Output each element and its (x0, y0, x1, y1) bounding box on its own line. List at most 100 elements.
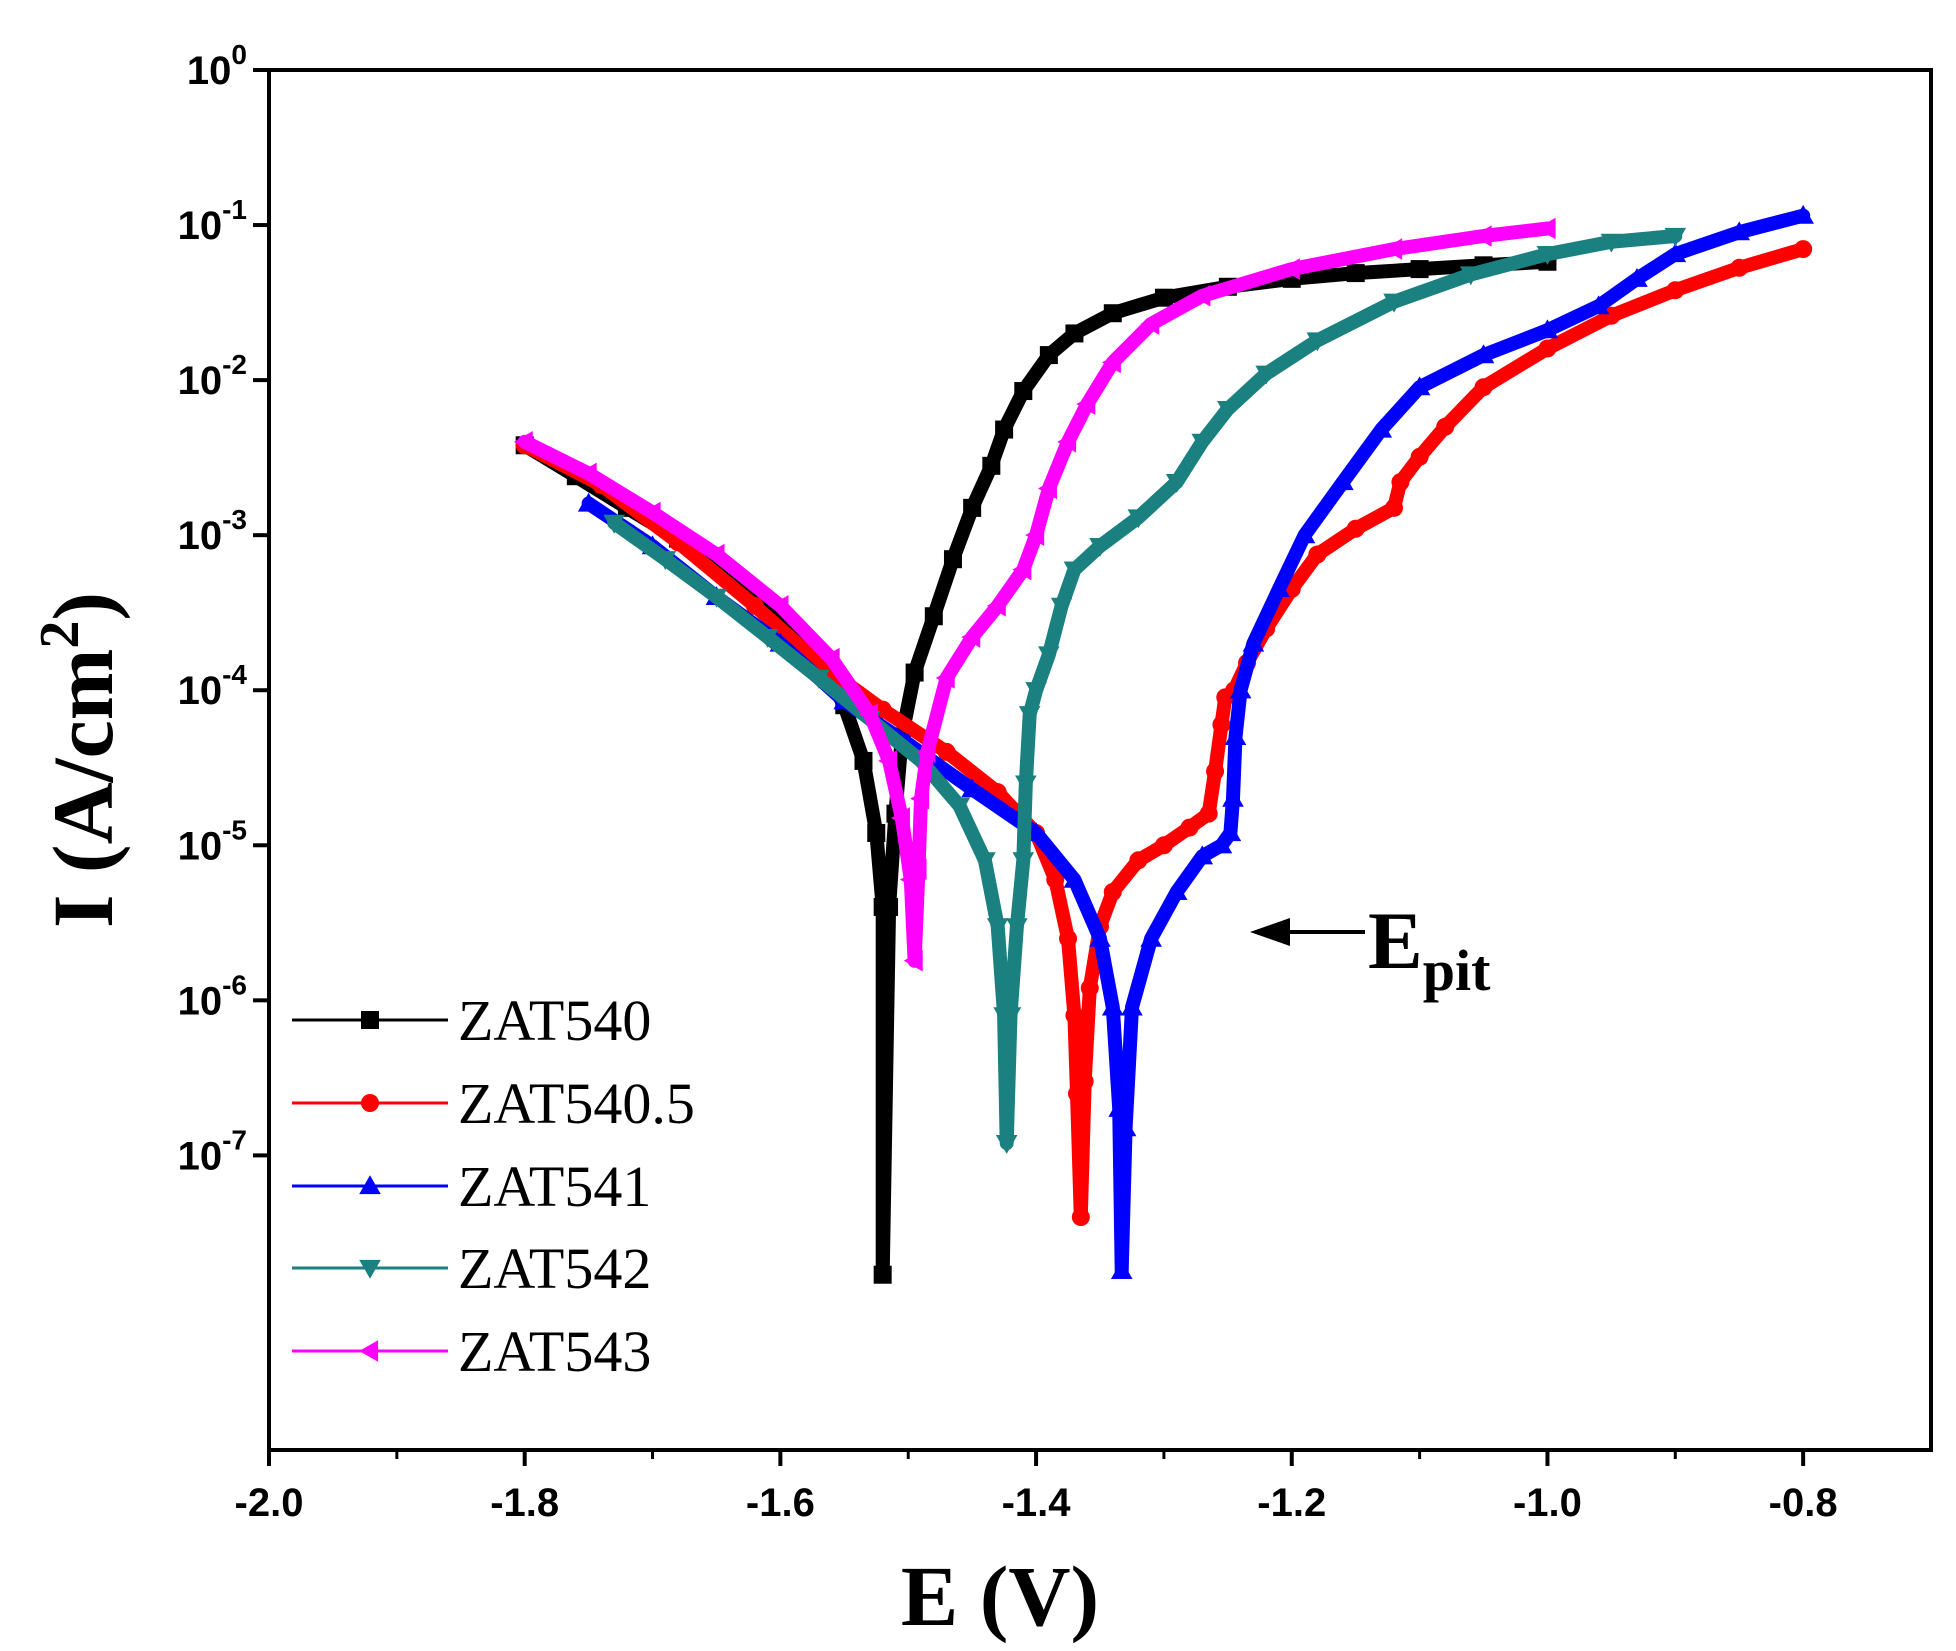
data-point (907, 858, 927, 881)
data-point (1728, 221, 1751, 241)
data-point (1154, 836, 1173, 855)
data-point (1046, 870, 1065, 889)
y-axis-title-close: ) (35, 592, 131, 621)
data-point (1038, 646, 1060, 666)
y-tick-exp: -4 (222, 659, 247, 690)
y-tick-label: 10-5 (178, 814, 247, 868)
data-point (1792, 204, 1814, 224)
data-point (935, 667, 955, 689)
data-point (859, 703, 878, 726)
data-point (1065, 1006, 1084, 1025)
data-point (1730, 258, 1749, 277)
data-point (1308, 545, 1327, 564)
legend-item: ZAT540.5 (292, 1071, 695, 1136)
data-point (1199, 804, 1218, 823)
data-point (1459, 266, 1482, 286)
data-point (1050, 597, 1073, 617)
data-point (1059, 929, 1078, 948)
data-point (854, 751, 873, 770)
y-tick-exp: -3 (222, 504, 247, 535)
legend-label: ZAT541 (458, 1154, 651, 1219)
data-point (963, 498, 982, 517)
y-tick-base: 10 (178, 514, 223, 558)
data-point (891, 807, 910, 829)
data-point (1293, 524, 1316, 544)
data-point (1255, 365, 1277, 385)
data-point (1408, 376, 1431, 396)
data-point (1385, 498, 1404, 517)
data-point (1127, 509, 1150, 529)
data-point (905, 663, 924, 682)
data-point (916, 741, 936, 763)
epit-label-sub: pit (1423, 938, 1491, 1003)
data-point (1108, 1097, 1130, 1117)
data-point (948, 797, 971, 817)
x-axis: -2.0 -1.8 -1.6 -1.4 -1.2 -1.0 -0.8 (235, 1450, 1838, 1525)
data-point (1224, 726, 1247, 746)
epit-label-base: E (1368, 895, 1423, 986)
data-point (513, 431, 533, 453)
data-point (1063, 868, 1086, 888)
data-point (1217, 401, 1239, 420)
legend-item: ZAT541 (292, 1154, 651, 1219)
x-tick-label: -1.0 (1513, 1481, 1582, 1525)
x-tick-label: -1.4 (1002, 1481, 1072, 1525)
legend-marker (359, 1340, 379, 1362)
epit-label: Epit (1368, 895, 1491, 1003)
y-tick-exp: -2 (222, 349, 247, 380)
data-point (1536, 319, 1559, 339)
y-tick-base: 10 (178, 824, 223, 868)
data-point (999, 1007, 1022, 1027)
data-point (1242, 632, 1265, 652)
series-core-line (587, 214, 1804, 1271)
data-point (873, 1265, 892, 1284)
data-point (1103, 304, 1122, 323)
series-zat540-5 (515, 240, 1813, 1227)
y-tick-base: 10 (178, 359, 223, 403)
data-point (1057, 431, 1077, 453)
data-point (1666, 281, 1685, 300)
legend-label: ZAT543 (458, 1319, 651, 1384)
data-point (943, 550, 962, 569)
y-tick-exp: -7 (222, 1124, 247, 1155)
data-point (899, 868, 919, 891)
data-point (961, 626, 981, 648)
y-tick-exp: -5 (222, 814, 247, 845)
data-point (1121, 996, 1143, 1016)
data-point (1165, 881, 1188, 901)
data-point (1039, 346, 1058, 365)
data-point (1191, 284, 1211, 307)
y-tick-label: 10-7 (178, 1124, 247, 1178)
data-point (577, 462, 597, 485)
data-point (1472, 344, 1495, 364)
data-point (1012, 558, 1032, 581)
data-point (1154, 288, 1173, 307)
data-point (1346, 264, 1365, 283)
plot-frame (267, 68, 1933, 1452)
data-point (982, 456, 1001, 475)
data-point (974, 852, 996, 872)
data-point (1114, 1117, 1137, 1137)
data-point (986, 918, 1009, 938)
data-point (1536, 217, 1556, 240)
data-point (1383, 238, 1403, 260)
series-layer (513, 204, 1814, 1284)
data-point (1089, 538, 1111, 557)
data-point (745, 596, 764, 615)
data-point (1191, 433, 1214, 453)
y-tick-exp: -1 (222, 194, 247, 225)
data-point (1306, 332, 1329, 352)
legend-label: ZAT542 (458, 1236, 651, 1301)
legend-label: ZAT540 (458, 988, 651, 1053)
y-tick-label: 100 (187, 39, 247, 93)
x-tick-label: -2.0 (235, 1481, 304, 1525)
data-point (1071, 1208, 1090, 1227)
y-tick-label: 10-2 (178, 349, 247, 403)
data-point (1076, 393, 1096, 415)
data-point (880, 897, 899, 916)
series-line (581, 208, 1811, 1278)
y-tick-base: 10 (178, 204, 223, 248)
legend-marker (359, 1175, 381, 1195)
series-zat543 (513, 217, 1556, 972)
